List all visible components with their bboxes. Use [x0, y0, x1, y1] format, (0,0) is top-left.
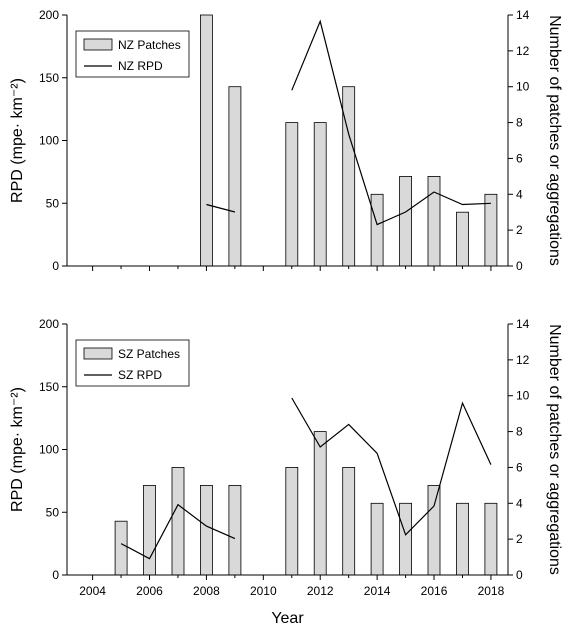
legend: SZ Patches SZ RPD [75, 339, 190, 387]
left-y-tick-label: 150 [39, 71, 59, 85]
bar-nz-2014 [370, 193, 384, 267]
right-y-axis-title: Number of patches or aggregations [546, 15, 563, 266]
right-y-tick-label: 14 [516, 8, 530, 22]
left-y-tick-label: 200 [39, 8, 59, 22]
chart-panel-nz: 0 50 100 150 200 0 2 4 6 8 10 12 14 RPD (mpe· km⁻²) Nu… [9, 8, 563, 273]
right-y-tick-label: 0 [516, 259, 523, 273]
right-y-tick-label: 8 [516, 425, 523, 439]
chart-panel-sz: 0 50 100 150 200 0 2 4 6 8 10 12 14 2004 2006 2008 2010 2… [9, 317, 563, 627]
x-tick-label: 2004 [79, 584, 106, 598]
bar-nz-2015 [399, 175, 413, 267]
bar-sz-2018 [484, 502, 498, 576]
left-y-tick-label: 200 [39, 317, 59, 331]
right-y-tick-label: 12 [516, 44, 530, 58]
bar-nz-2016 [427, 175, 441, 267]
right-y-tick-label: 10 [516, 80, 530, 94]
bar-sz-2016 [427, 484, 441, 576]
line-sz-rpd-segment-1 [120, 503, 236, 560]
bar-nz-2017 [456, 211, 469, 267]
legend-label-rpd: NZ RPD [118, 59, 163, 73]
left-y-tick-label: 0 [52, 568, 59, 582]
bar-nz-2013 [342, 86, 356, 267]
left-y-tick-label: 50 [46, 505, 60, 519]
bar-sz-2012 [313, 431, 327, 576]
right-y-tick-label: 4 [516, 496, 523, 510]
right-y-axis-title: Number of patches or aggregations [546, 324, 563, 575]
x-axis-title: Year [271, 610, 304, 627]
left-y-tick-label: 50 [46, 196, 60, 210]
right-y-tick-label: 10 [516, 389, 530, 403]
bar-sz-2017 [456, 502, 469, 576]
x-tick-label: 2012 [307, 584, 334, 598]
bar-sz-2011 [285, 466, 299, 576]
bar-nz-2018 [484, 193, 498, 267]
bar-sz-2007 [171, 466, 185, 576]
right-y-tick-label: 2 [516, 223, 523, 237]
right-y-tick-label: 14 [516, 317, 530, 331]
left-y-tick-label: 100 [39, 443, 59, 457]
right-y-tick-label: 6 [516, 460, 523, 474]
line-nz-rpd-segment-1 [206, 203, 236, 213]
line-sz-rpd-segment-2 [291, 397, 492, 536]
left-y-tick-label: 100 [39, 134, 59, 148]
x-tick-label: 2014 [364, 584, 391, 598]
bar-nz-2008 [199, 14, 213, 267]
bar-sz-2013 [342, 466, 356, 576]
bar-sz-2014 [370, 502, 384, 576]
right-y-tick-label: 4 [516, 187, 523, 201]
left-y-axis-title: RPD (mpe· km⁻²) [9, 78, 26, 203]
x-tick-label: 2006 [136, 584, 163, 598]
line-nz-rpd-segment-2 [291, 19, 491, 226]
right-y-tick-label: 0 [516, 568, 523, 582]
bar-sz-2009 [228, 484, 242, 576]
bar-sz-2008 [199, 484, 213, 576]
bar-nz-2009 [228, 86, 242, 267]
right-y-tick-label: 2 [516, 532, 523, 546]
right-y-tick-label: 8 [516, 116, 523, 130]
legend-label-rpd: SZ RPD [118, 368, 162, 382]
legend-swatch-patches [83, 38, 113, 51]
right-y-tick-label: 12 [516, 353, 530, 367]
bar-sz-2015 [399, 502, 413, 576]
left-y-tick-label: 150 [39, 380, 59, 394]
bar-sz-2005 [114, 520, 128, 576]
x-tick-label: 2018 [478, 584, 505, 598]
legend-label-patches: NZ Patches [118, 38, 181, 52]
left-y-tick-label: 0 [52, 259, 59, 273]
bar-nz-2011 [285, 122, 299, 267]
bar-nz-2012 [313, 122, 327, 267]
bar-sz-2006 [143, 484, 156, 576]
right-y-tick-label: 6 [516, 151, 523, 165]
left-y-axis-title: RPD (mpe· km⁻²) [9, 387, 26, 512]
legend-swatch-patches [83, 347, 113, 360]
x-tick-label: 2016 [421, 584, 448, 598]
x-tick-label: 2008 [193, 584, 220, 598]
legend-label-patches: SZ Patches [118, 347, 180, 361]
x-tick-label: 2010 [250, 584, 277, 598]
legend: NZ Patches NZ RPD [75, 30, 190, 78]
